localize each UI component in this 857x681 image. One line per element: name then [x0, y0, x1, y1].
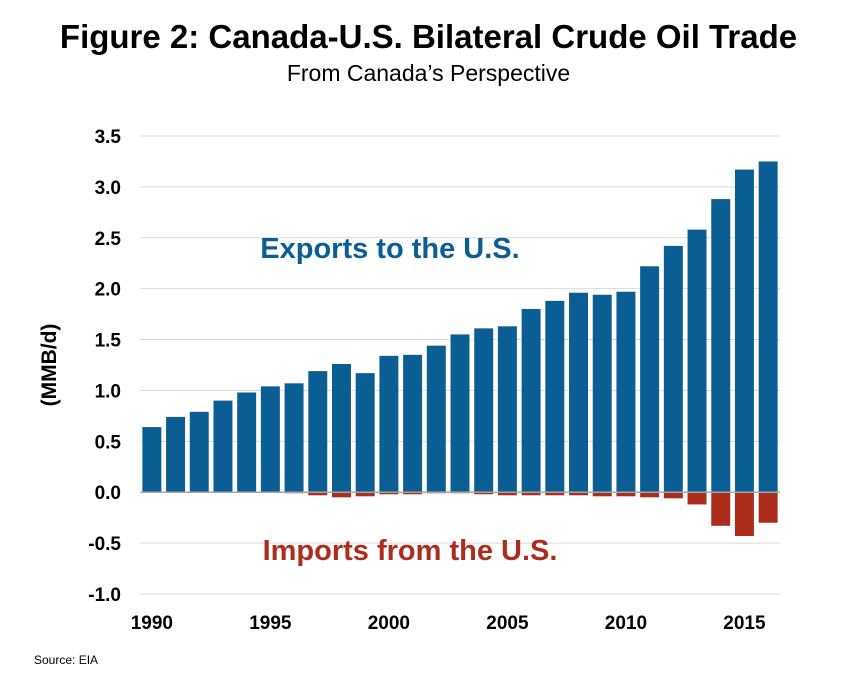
import-bar	[545, 492, 565, 496]
chart-subtitle: From Canada’s Perspective	[286, 60, 571, 86]
export-bar	[426, 345, 446, 493]
y-tick-label: 2.5	[95, 229, 122, 250]
export-bar	[260, 386, 280, 493]
import-bar	[521, 492, 541, 496]
import-bar	[640, 492, 660, 498]
export-bar	[403, 354, 423, 493]
y-tick-label: 2.0	[95, 280, 121, 301]
x-tick-label: 2000	[368, 613, 410, 634]
export-bar	[734, 169, 754, 493]
export-bar	[142, 427, 162, 493]
export-bar	[308, 371, 328, 493]
export-bar	[663, 245, 683, 493]
export-bar	[355, 373, 375, 493]
x-tick-label: 1995	[249, 613, 292, 634]
y-tick-label: 1.0	[95, 381, 121, 402]
imports-series	[284, 492, 778, 536]
import-bar	[663, 492, 683, 499]
export-bar	[189, 411, 209, 493]
import-bar	[403, 492, 423, 495]
export-bar	[497, 326, 517, 493]
import-bar	[569, 492, 588, 496]
export-bar	[592, 294, 612, 493]
export-bar	[166, 416, 186, 493]
import-bar	[355, 492, 375, 497]
x-tick-label: 2015	[723, 613, 766, 634]
export-bar	[569, 292, 588, 493]
export-bar	[237, 392, 257, 493]
export-bar	[474, 328, 494, 493]
import-bar	[687, 492, 707, 505]
export-bar	[379, 355, 399, 493]
export-bar	[687, 229, 707, 493]
import-bar	[616, 492, 636, 497]
export-bar	[545, 300, 565, 493]
export-bar	[450, 334, 470, 493]
import-bar	[497, 492, 517, 496]
y-tick-label: 1.5	[95, 331, 122, 352]
export-bar	[711, 199, 731, 493]
imports-annotation: Imports from the U.S.	[263, 535, 558, 567]
export-bar	[758, 161, 778, 493]
import-bar	[592, 492, 612, 497]
y-tick-label: 0.5	[95, 432, 122, 453]
exports-series	[142, 161, 778, 493]
export-bar	[284, 383, 304, 493]
x-axis-ticks: 1990 1995 2000 2005 2010 2015	[131, 613, 766, 634]
y-axis-label: (MMB/d)	[38, 324, 61, 407]
export-bar	[616, 291, 636, 493]
export-bar	[521, 309, 541, 493]
y-tick-label: 3.5	[95, 127, 122, 148]
y-tick-label: -1.0	[88, 585, 121, 606]
exports-annotation: Exports to the U.S.	[260, 233, 519, 265]
import-bar	[474, 492, 494, 495]
import-bar	[308, 492, 328, 496]
x-tick-label: 2010	[605, 613, 647, 634]
import-bar	[332, 492, 351, 498]
y-tick-label: -0.5	[88, 534, 121, 555]
import-bar	[379, 492, 399, 495]
import-bar	[734, 492, 754, 536]
export-bar	[640, 266, 660, 493]
import-bar	[758, 492, 778, 523]
source-note: Source: EIA	[34, 653, 99, 667]
y-axis-ticks: 3.5 3.0 2.5 2.0 1.5 1.0 0.5 0.0 -0.5 -1.0	[88, 127, 121, 606]
y-tick-label: 3.0	[95, 178, 121, 199]
chart-title: Figure 2: Canada-U.S. Bilateral Crude Oi…	[59, 18, 798, 55]
export-bar	[213, 400, 233, 493]
import-bar	[711, 492, 731, 526]
export-bar	[332, 363, 351, 493]
x-tick-label: 1990	[131, 613, 173, 634]
y-tick-label: 0.0	[95, 483, 121, 504]
x-tick-label: 2005	[486, 613, 529, 634]
